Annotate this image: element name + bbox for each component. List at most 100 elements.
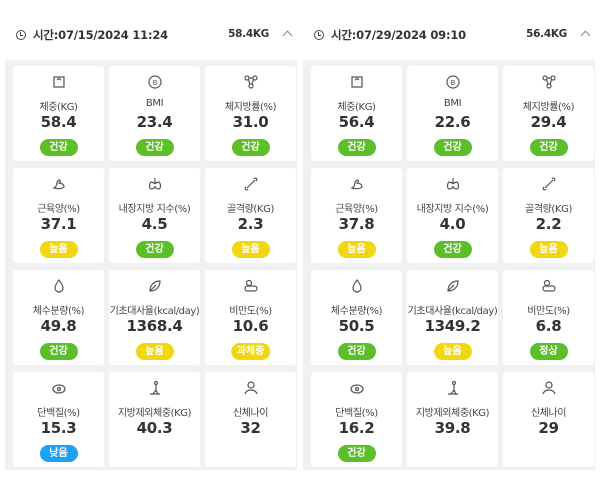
chevron-up-icon[interactable] bbox=[580, 30, 591, 41]
status-badge: 건강 bbox=[39, 139, 78, 156]
pill-icon bbox=[243, 278, 259, 294]
metric-value: 32 bbox=[240, 419, 261, 437]
metric-value: 29.4 bbox=[530, 113, 567, 131]
metric-label: 신체나이 bbox=[232, 408, 269, 419]
metric-card[interactable]: 기초대사율(kcal/day) 1349.2 높음 bbox=[407, 270, 498, 365]
metric-value: 39.8 bbox=[434, 419, 471, 437]
metric-label: 내장지방 지수(%) bbox=[118, 204, 191, 215]
metric-card[interactable]: 골격량(KG) 2.3 높음 bbox=[205, 168, 296, 263]
egg-icon bbox=[349, 380, 365, 396]
metric-label: 근육양(%) bbox=[37, 204, 80, 215]
metric-value: 40.3 bbox=[136, 419, 173, 437]
record-weight: 56.4KG bbox=[526, 28, 567, 40]
body-figure-icon bbox=[147, 380, 163, 396]
record-header[interactable]: 시간:07/15/2024 11:24 58.4KG bbox=[5, 12, 297, 60]
metric-label: 골격량(KG) bbox=[525, 204, 572, 215]
bmi-icon: B bbox=[445, 74, 461, 90]
svg-text:B: B bbox=[152, 79, 157, 87]
metric-card[interactable]: 신체나이 29 bbox=[503, 372, 594, 467]
bone-icon bbox=[541, 176, 557, 192]
record-panel-1: 시간:07/15/2024 11:24 58.4KG 체중(KG) 58.4 건강 B… bbox=[5, 12, 297, 470]
status-badge: 건강 bbox=[39, 343, 78, 360]
metric-label: 단백질(%) bbox=[335, 408, 378, 419]
metric-card[interactable]: 내장지방 지수(%) 4.5 건강 bbox=[109, 168, 200, 263]
status-badge: 건강 bbox=[433, 139, 472, 156]
metric-card[interactable]: 지방제외체중(KG) 39.8 bbox=[407, 372, 498, 467]
metric-card[interactable]: 내장지방 지수(%) 4.0 건강 bbox=[407, 168, 498, 263]
metric-card[interactable]: 체지방률(%) 29.4 건강 bbox=[503, 66, 594, 161]
metric-card[interactable]: 지방제외체중(KG) 40.3 bbox=[109, 372, 200, 467]
metric-label: 내장지방 지수(%) bbox=[416, 204, 489, 215]
leaf-icon bbox=[147, 278, 163, 294]
metric-card[interactable]: 근육양(%) 37.8 높음 bbox=[311, 168, 402, 263]
metric-value: 56.4 bbox=[338, 113, 375, 131]
metric-value: 1349.2 bbox=[424, 317, 481, 335]
metric-label: 체중(KG) bbox=[39, 102, 78, 113]
metric-card[interactable]: 체수분량(%) 50.5 건강 bbox=[311, 270, 402, 365]
record-header[interactable]: 시간:07/29/2024 09:10 56.4KG bbox=[303, 12, 595, 60]
record-panel-2: 시간:07/29/2024 09:10 56.4KG 체중(KG) 56.4 건강 B… bbox=[303, 12, 595, 470]
status-badge: 건강 bbox=[135, 139, 174, 156]
metric-value: 15.3 bbox=[40, 419, 77, 437]
metric-card[interactable]: 체중(KG) 58.4 건강 bbox=[13, 66, 104, 161]
status-badge: 건강 bbox=[529, 139, 568, 156]
metric-card[interactable]: 체수분량(%) 49.8 건강 bbox=[13, 270, 104, 365]
person-icon bbox=[243, 380, 259, 396]
metric-value: 37.1 bbox=[40, 215, 77, 233]
metric-card[interactable]: 신체나이 32 bbox=[205, 372, 296, 467]
record-time: 시간:07/29/2024 09:10 bbox=[331, 28, 466, 42]
metric-card[interactable]: B BMI 22.6 건강 bbox=[407, 66, 498, 161]
metric-card[interactable]: 단백질(%) 15.3 낮음 bbox=[13, 372, 104, 467]
metric-label: 체지방률(%) bbox=[522, 102, 575, 113]
muscle-icon bbox=[349, 176, 365, 192]
clock-icon bbox=[16, 30, 26, 40]
metric-value: 50.5 bbox=[338, 317, 375, 335]
metric-label: 체지방률(%) bbox=[224, 102, 277, 113]
metric-label: 비만도(%) bbox=[527, 306, 570, 317]
chevron-up-icon[interactable] bbox=[282, 30, 293, 41]
water-drop-icon bbox=[349, 278, 365, 294]
status-badge: 정상 bbox=[529, 343, 568, 360]
metric-label: 체중(KG) bbox=[337, 102, 376, 113]
metric-label: 기초대사율(kcal/day) bbox=[109, 306, 200, 317]
metric-card[interactable]: 기초대사율(kcal/day) 1368.4 높음 bbox=[109, 270, 200, 365]
molecule-icon bbox=[541, 74, 557, 90]
status-badge: 높음 bbox=[433, 343, 472, 360]
metric-card[interactable]: 체중(KG) 56.4 건강 bbox=[311, 66, 402, 161]
status-badge: 과체중 bbox=[230, 343, 271, 360]
metric-card[interactable]: 근육양(%) 37.1 높음 bbox=[13, 168, 104, 263]
status-badge: 건강 bbox=[337, 445, 376, 462]
status-badge: 건강 bbox=[135, 241, 174, 258]
metric-card[interactable]: 단백질(%) 16.2 건강 bbox=[311, 372, 402, 467]
scale-icon bbox=[349, 74, 365, 90]
metric-value: 22.6 bbox=[434, 113, 471, 131]
metric-card[interactable]: 골격량(KG) 2.2 높음 bbox=[503, 168, 594, 263]
metric-card[interactable]: 체지방률(%) 31.0 건강 bbox=[205, 66, 296, 161]
metric-card[interactable]: 비만도(%) 6.8 정상 bbox=[503, 270, 594, 365]
metric-value: 49.8 bbox=[40, 317, 77, 335]
status-badge: 높음 bbox=[135, 343, 174, 360]
metric-value: 16.2 bbox=[338, 419, 375, 437]
metric-value: 2.3 bbox=[237, 215, 264, 233]
status-badge: 높음 bbox=[231, 241, 270, 258]
metric-label: BMI bbox=[145, 98, 164, 109]
metric-card[interactable]: B BMI 23.4 건강 bbox=[109, 66, 200, 161]
metric-label: 지방제외체중(KG) bbox=[415, 408, 490, 419]
metric-label: 지방제외체중(KG) bbox=[117, 408, 192, 419]
metric-card[interactable]: 비만도(%) 10.6 과체중 bbox=[205, 270, 296, 365]
pill-icon bbox=[541, 278, 557, 294]
metric-label: 기초대사율(kcal/day) bbox=[407, 306, 498, 317]
lungs-icon bbox=[445, 176, 461, 192]
metric-label: 골격량(KG) bbox=[227, 204, 274, 215]
metric-value: 10.6 bbox=[232, 317, 269, 335]
metric-value: 6.8 bbox=[535, 317, 562, 335]
bmi-icon: B bbox=[147, 74, 163, 90]
metric-value: 4.5 bbox=[141, 215, 168, 233]
status-badge: 건강 bbox=[231, 139, 270, 156]
status-badge: 낮음 bbox=[39, 445, 78, 462]
status-badge: 높음 bbox=[337, 241, 376, 258]
record-time: 시간:07/15/2024 11:24 bbox=[33, 28, 168, 42]
status-badge: 높음 bbox=[529, 241, 568, 258]
metric-label: 단백질(%) bbox=[37, 408, 80, 419]
metric-value: 29 bbox=[538, 419, 559, 437]
